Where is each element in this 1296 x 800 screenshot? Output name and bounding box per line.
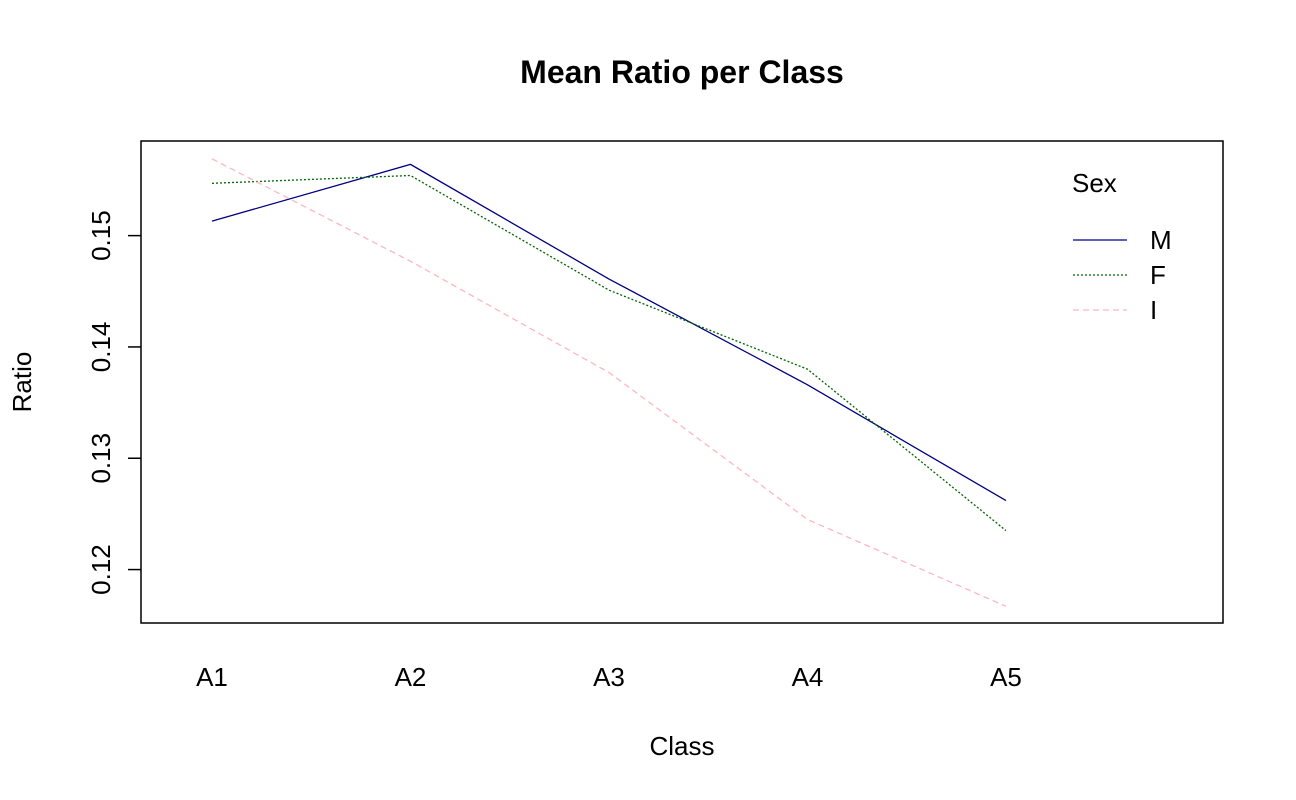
y-axis: 0.12 0.13 0.14 0.15 — [86, 210, 141, 595]
x-tick-label: A2 — [395, 662, 427, 692]
legend-entry: F — [1150, 260, 1166, 290]
legend-entry: I — [1150, 295, 1157, 325]
y-tick-label: 0.13 — [86, 433, 116, 484]
plot-frame — [140, 140, 1224, 624]
y-tick-label: 0.14 — [86, 322, 116, 373]
legend: Sex MFI — [1072, 168, 1172, 325]
x-tick-label: A3 — [593, 662, 625, 692]
y-axis-label: Ratio — [7, 352, 37, 413]
x-tick-label: A1 — [196, 662, 228, 692]
y-tick-label: 0.15 — [86, 210, 116, 261]
legend-entry: M — [1150, 225, 1172, 255]
series-line-i — [211, 158, 1007, 607]
x-tick-label: A4 — [792, 662, 824, 692]
series-line-m — [211, 163, 1007, 502]
y-tick-label: 0.12 — [86, 544, 116, 595]
x-tick-label: A5 — [990, 662, 1022, 692]
legend-title: Sex — [1072, 168, 1117, 198]
x-axis: A1 A2 A3 A4 A5 — [196, 662, 1022, 692]
series-line-f — [211, 174, 1007, 532]
x-axis-label: Class — [649, 731, 714, 761]
chart-title: Mean Ratio per Class — [520, 54, 844, 90]
series-layer — [211, 158, 1007, 607]
